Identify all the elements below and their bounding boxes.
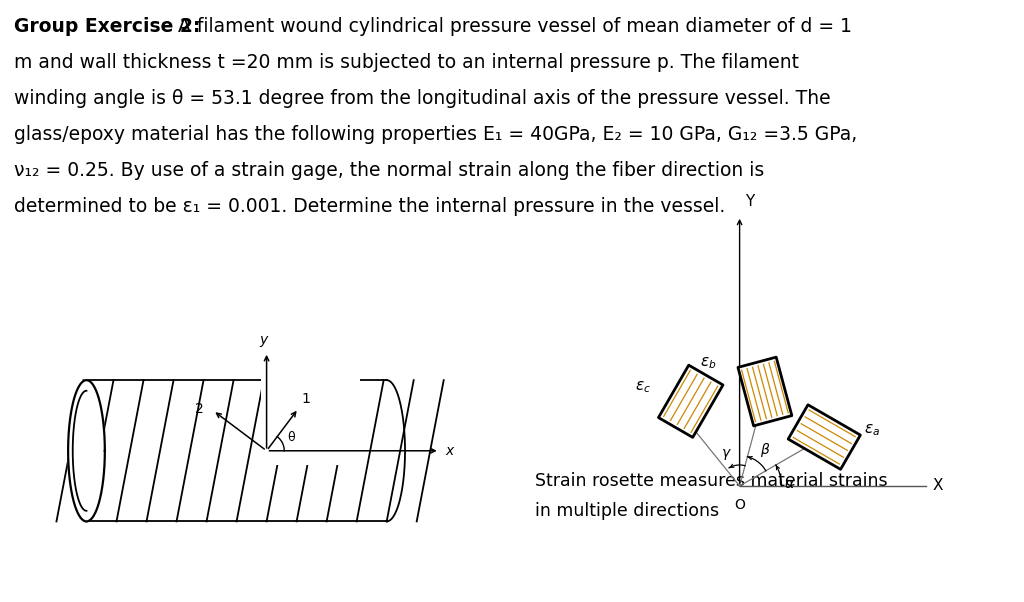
Text: m and wall thickness t =20 mm is subjected to an internal pressure p. The filame: m and wall thickness t =20 mm is subject…	[14, 53, 799, 72]
Text: $\beta$: $\beta$	[761, 441, 771, 459]
Text: X: X	[933, 479, 943, 494]
Text: θ: θ	[287, 432, 295, 444]
Text: $\gamma$: $\gamma$	[721, 447, 732, 462]
Text: $\alpha$: $\alpha$	[783, 477, 795, 491]
Polygon shape	[738, 357, 792, 426]
Text: Group Exercise 2:: Group Exercise 2:	[14, 17, 201, 36]
Text: $\varepsilon_a$: $\varepsilon_a$	[864, 422, 880, 438]
Polygon shape	[788, 405, 860, 470]
Text: $\varepsilon_b$: $\varepsilon_b$	[699, 356, 716, 371]
Text: Y: Y	[745, 194, 755, 209]
Bar	[261, 377, 360, 465]
Text: ν₁₂ = 0.25. By use of a strain gage, the normal strain along the fiber direction: ν₁₂ = 0.25. By use of a strain gage, the…	[14, 161, 764, 180]
Polygon shape	[69, 380, 104, 521]
Text: 1: 1	[302, 391, 311, 406]
Text: glass/epoxy material has the following properties E₁ = 40GPa, E₂ = 10 GPa, G₁₂ =: glass/epoxy material has the following p…	[14, 125, 857, 144]
Text: y: y	[260, 332, 268, 347]
Text: x: x	[445, 444, 454, 458]
Text: O: O	[734, 498, 745, 512]
Text: Strain rosette measures material strains: Strain rosette measures material strains	[535, 472, 888, 490]
Text: 2: 2	[196, 402, 204, 416]
Text: A filament wound cylindrical pressure vessel of mean diameter of d = 1: A filament wound cylindrical pressure ve…	[166, 17, 852, 36]
Text: determined to be ε₁ = 0.001. Determine the internal pressure in the vessel.: determined to be ε₁ = 0.001. Determine t…	[14, 197, 725, 216]
Text: winding angle is θ = 53.1 degree from the longitudinal axis of the pressure vess: winding angle is θ = 53.1 degree from th…	[14, 89, 830, 108]
Text: in multiple directions: in multiple directions	[535, 502, 719, 520]
Text: $\varepsilon_c$: $\varepsilon_c$	[635, 379, 651, 395]
Polygon shape	[658, 365, 723, 438]
